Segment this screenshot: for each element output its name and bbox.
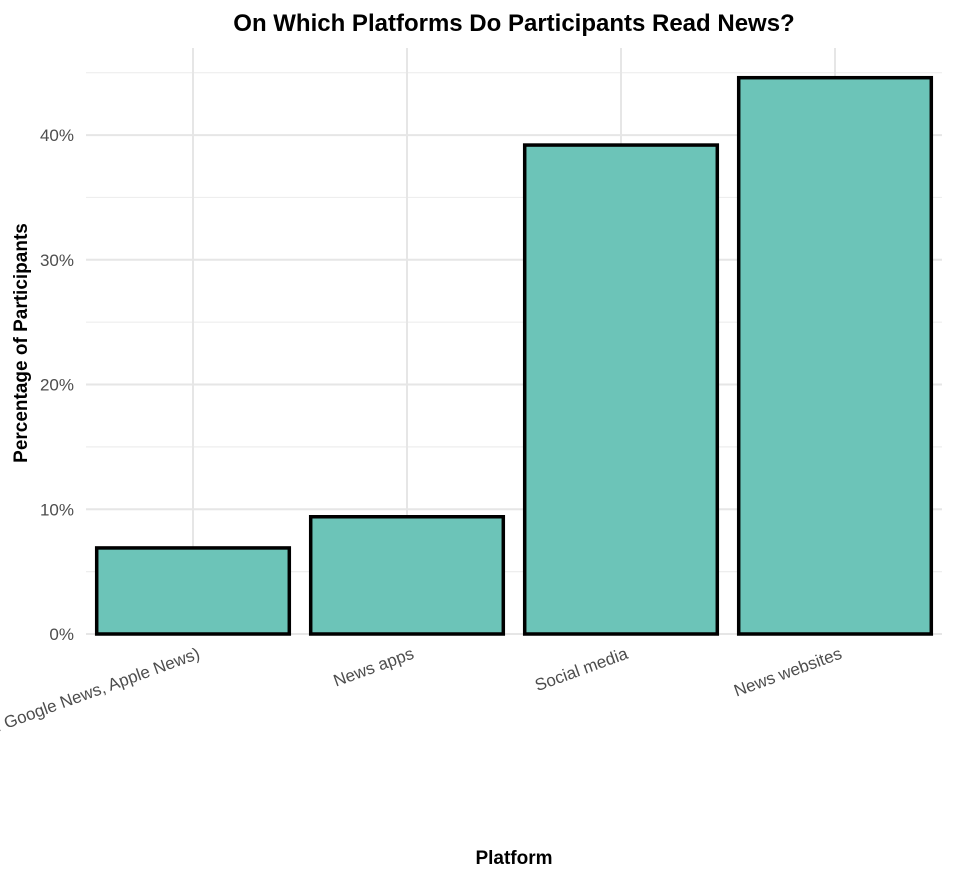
bars — [94, 75, 934, 636]
y-tick-label: 10% — [40, 500, 74, 519]
y-tick-labels: 0% 10% 20% 30% 40% — [40, 126, 74, 644]
y-tick-label: 20% — [40, 376, 74, 395]
x-tick-label: News websites — [731, 644, 844, 701]
y-tick-label: 30% — [40, 251, 74, 270]
y-tick-label: 40% — [40, 126, 74, 145]
bar — [522, 143, 720, 636]
x-tick-label: Social media — [532, 644, 630, 695]
x-tick-label: News apps — [331, 644, 417, 691]
x-tick-labels: News aggregators (e.g. Google News, Appl… — [0, 644, 844, 795]
bar — [308, 515, 506, 636]
chart-title: On Which Platforms Do Participants Read … — [233, 10, 794, 37]
bar — [736, 75, 934, 636]
y-axis-title: Percentage of Participants — [11, 223, 32, 463]
x-tick-label: News aggregators (e.g. Google News, Appl… — [0, 644, 202, 795]
bar — [94, 546, 292, 636]
x-axis-title: Platform — [475, 848, 552, 869]
y-tick-label: 0% — [49, 625, 74, 644]
